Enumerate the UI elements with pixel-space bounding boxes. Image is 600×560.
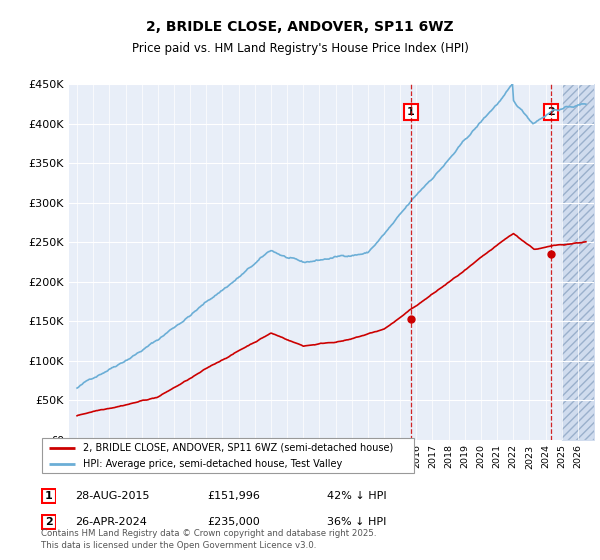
Text: 2: 2: [45, 517, 52, 527]
Text: 1: 1: [407, 106, 415, 116]
Text: HPI: Average price, semi-detached house, Test Valley: HPI: Average price, semi-detached house,…: [83, 459, 342, 469]
FancyBboxPatch shape: [41, 515, 56, 529]
Text: Price paid vs. HM Land Registry's House Price Index (HPI): Price paid vs. HM Land Registry's House …: [131, 42, 469, 55]
Text: £151,996: £151,996: [207, 491, 260, 501]
Text: £235,000: £235,000: [207, 517, 260, 527]
Text: 26-APR-2024: 26-APR-2024: [75, 517, 147, 527]
Text: 2, BRIDLE CLOSE, ANDOVER, SP11 6WZ: 2, BRIDLE CLOSE, ANDOVER, SP11 6WZ: [146, 20, 454, 34]
FancyBboxPatch shape: [42, 438, 414, 473]
Text: 36% ↓ HPI: 36% ↓ HPI: [327, 517, 386, 527]
FancyBboxPatch shape: [41, 489, 56, 503]
Text: 2: 2: [547, 106, 554, 116]
Text: Contains HM Land Registry data © Crown copyright and database right 2025.
This d: Contains HM Land Registry data © Crown c…: [41, 529, 376, 550]
Text: 2, BRIDLE CLOSE, ANDOVER, SP11 6WZ (semi-detached house): 2, BRIDLE CLOSE, ANDOVER, SP11 6WZ (semi…: [83, 443, 393, 453]
Text: 42% ↓ HPI: 42% ↓ HPI: [327, 491, 386, 501]
Text: 1: 1: [45, 491, 52, 501]
Text: 28-AUG-2015: 28-AUG-2015: [75, 491, 149, 501]
